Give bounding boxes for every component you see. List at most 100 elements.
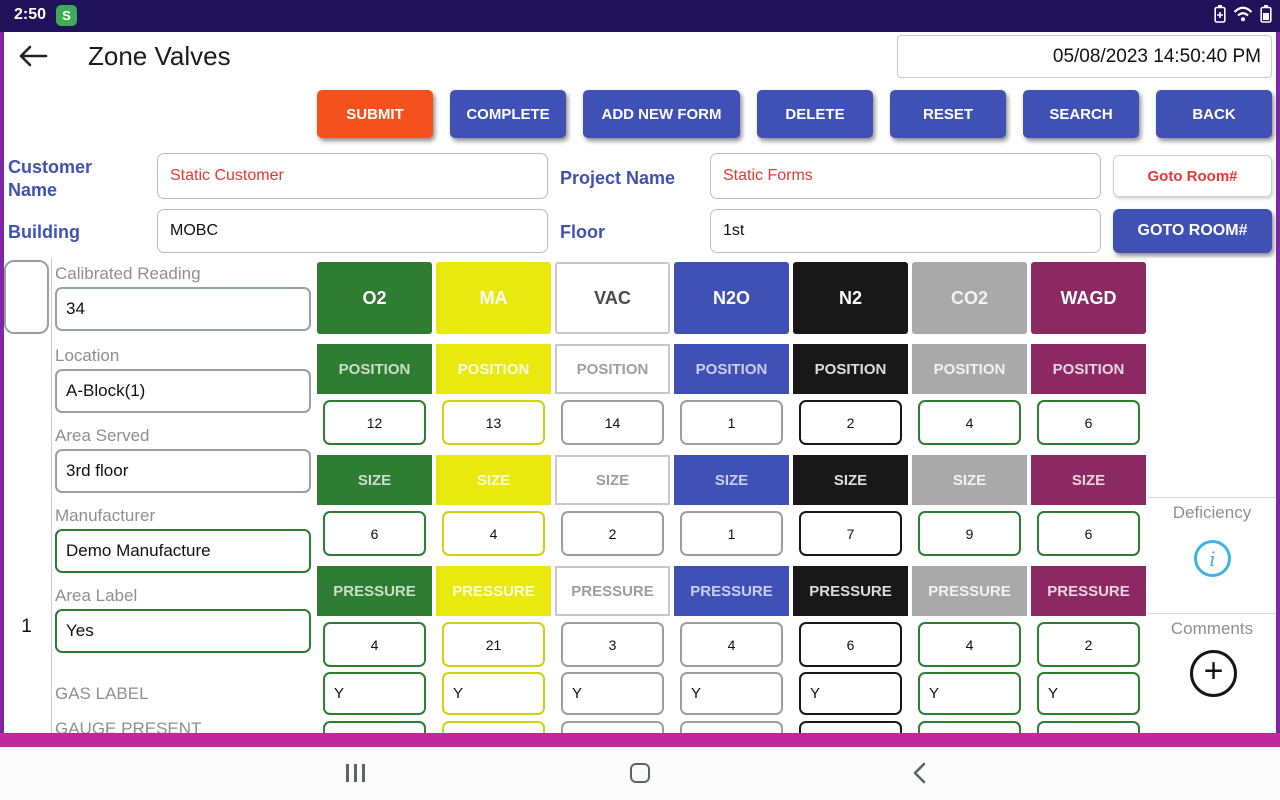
calibrated-reading-input[interactable]: 34 [55, 287, 311, 331]
gas-label-input[interactable]: Y [680, 672, 783, 715]
page-title: Zone Valves [88, 41, 231, 71]
pressure-input[interactable]: 4 [918, 622, 1021, 667]
gas-label-input[interactable]: Y [442, 672, 545, 715]
size-input[interactable]: 6 [323, 511, 426, 556]
pressure-header: PRESSURE [674, 566, 789, 616]
size-header: SIZE [1031, 455, 1146, 505]
size-header: SIZE [555, 455, 670, 505]
building-label: Building [8, 222, 80, 242]
back-button[interactable]: BACK [1156, 90, 1272, 138]
gas-label-input[interactable]: Y [799, 672, 902, 715]
size-input[interactable]: 9 [918, 511, 1021, 556]
status-bar: 2:50 S [0, 0, 1280, 32]
gas-column-n2: N2 POSITION 2 SIZE 7 PRESSURE 6 Y [791, 258, 910, 766]
position-input[interactable]: 6 [1037, 400, 1140, 445]
add-new-form-button[interactable]: ADD NEW FORM [583, 90, 740, 138]
wifi-icon [1233, 6, 1253, 27]
location-input[interactable]: A-Block(1) [55, 369, 311, 413]
project-name-label: Project Name [560, 168, 676, 188]
position-input[interactable]: 14 [561, 400, 664, 445]
position-header: POSITION [793, 344, 908, 394]
gas-column-o2: O2 POSITION 12 SIZE 6 PRESSURE 4 Y [315, 258, 434, 766]
divider [1148, 497, 1276, 498]
size-header: SIZE [793, 455, 908, 505]
pressure-header: PRESSURE [555, 566, 670, 616]
gas-column-vac: VAC POSITION 14 SIZE 2 PRESSURE 3 Y [553, 258, 672, 766]
recent-apps-icon[interactable] [346, 764, 365, 782]
floor-label: Floor [560, 222, 605, 242]
gas-column-header: VAC [555, 262, 670, 334]
deficiency-info-icon[interactable]: i [1194, 540, 1231, 577]
gas-column-wagd: WAGD POSITION 6 SIZE 6 PRESSURE 2 Y [1029, 258, 1148, 766]
reset-button[interactable]: RESET [890, 90, 1006, 138]
calibrated-reading-label: Calibrated Reading [55, 264, 201, 283]
position-header: POSITION [436, 344, 551, 394]
goto-room-button[interactable]: GOTO ROOM# [1113, 209, 1272, 253]
gas-column-n2o: N2O POSITION 1 SIZE 1 PRESSURE 4 Y [672, 258, 791, 766]
size-header: SIZE [912, 455, 1027, 505]
goto-room-link[interactable]: Goto Room# [1113, 155, 1272, 197]
size-header: SIZE [317, 455, 432, 505]
pressure-header: PRESSURE [1031, 566, 1146, 616]
row-number: 1 [21, 616, 32, 637]
android-nav-bar [0, 747, 1280, 800]
customer-name-label: Customer Name [8, 157, 93, 200]
row-actions-panel: Deficiency i Comments + [1148, 258, 1276, 733]
gas-label-row-label: GAS LABEL [55, 683, 149, 703]
size-input[interactable]: 1 [680, 511, 783, 556]
position-input[interactable]: 13 [442, 400, 545, 445]
gas-label-input[interactable]: Y [323, 672, 426, 715]
position-header: POSITION [1031, 344, 1146, 394]
row-field-column: Calibrated Reading 34 Location A-Block(1… [52, 258, 315, 761]
size-input[interactable]: 4 [442, 511, 545, 556]
area-label-input[interactable]: Yes [55, 609, 311, 653]
pressure-header: PRESSURE [912, 566, 1027, 616]
gas-label-input[interactable]: Y [1037, 672, 1140, 715]
pressure-input[interactable]: 4 [323, 622, 426, 667]
submit-button[interactable]: SUBMIT [317, 90, 433, 138]
position-header: POSITION [317, 344, 432, 394]
delete-button[interactable]: DELETE [757, 90, 873, 138]
back-arrow-icon[interactable] [18, 44, 50, 68]
position-input[interactable]: 2 [799, 400, 902, 445]
position-input[interactable]: 4 [918, 400, 1021, 445]
row-select-cell[interactable] [4, 260, 49, 334]
app-frame-right [1276, 32, 1280, 747]
size-input[interactable]: 6 [1037, 511, 1140, 556]
size-input[interactable]: 7 [799, 511, 902, 556]
position-input[interactable]: 12 [323, 400, 426, 445]
gas-column-header: WAGD [1031, 262, 1146, 334]
complete-button[interactable]: COMPLETE [450, 90, 566, 138]
search-button[interactable]: SEARCH [1023, 90, 1139, 138]
manufacturer-input[interactable]: Demo Manufacture [55, 529, 311, 573]
gas-label-input[interactable]: Y [561, 672, 664, 715]
building-input[interactable]: MOBC [157, 209, 548, 253]
gas-column-header: N2 [793, 262, 908, 334]
bottom-accent-strip [0, 733, 1280, 747]
comments-label: Comments [1170, 619, 1254, 638]
home-icon[interactable] [630, 763, 650, 783]
pressure-input[interactable]: 6 [799, 622, 902, 667]
area-served-label: Area Served [55, 426, 150, 445]
position-input[interactable]: 1 [680, 400, 783, 445]
clock: 2:50 [14, 6, 47, 23]
area-served-input[interactable]: 3rd floor [55, 449, 311, 493]
pressure-header: PRESSURE [436, 566, 551, 616]
pressure-input[interactable]: 2 [1037, 622, 1140, 667]
pressure-input[interactable]: 4 [680, 622, 783, 667]
datetime-field[interactable]: 05/08/2023 14:50:40 PM [897, 35, 1272, 78]
floor-input[interactable]: 1st [710, 209, 1101, 253]
add-comment-icon[interactable]: + [1190, 650, 1237, 697]
gas-label-input[interactable]: Y [918, 672, 1021, 715]
position-header: POSITION [674, 344, 789, 394]
gas-column-ma: MA POSITION 13 SIZE 4 PRESSURE 21 Y [434, 258, 553, 766]
pressure-input[interactable]: 21 [442, 622, 545, 667]
customer-name-input[interactable]: Static Customer [157, 153, 548, 199]
pressure-input[interactable]: 3 [561, 622, 664, 667]
size-input[interactable]: 2 [561, 511, 664, 556]
battery-saver-icon [1214, 4, 1226, 28]
nav-back-icon[interactable] [912, 762, 927, 789]
gas-column-header: MA [436, 262, 551, 334]
project-name-input[interactable]: Static Forms [710, 153, 1101, 199]
pressure-header: PRESSURE [793, 566, 908, 616]
